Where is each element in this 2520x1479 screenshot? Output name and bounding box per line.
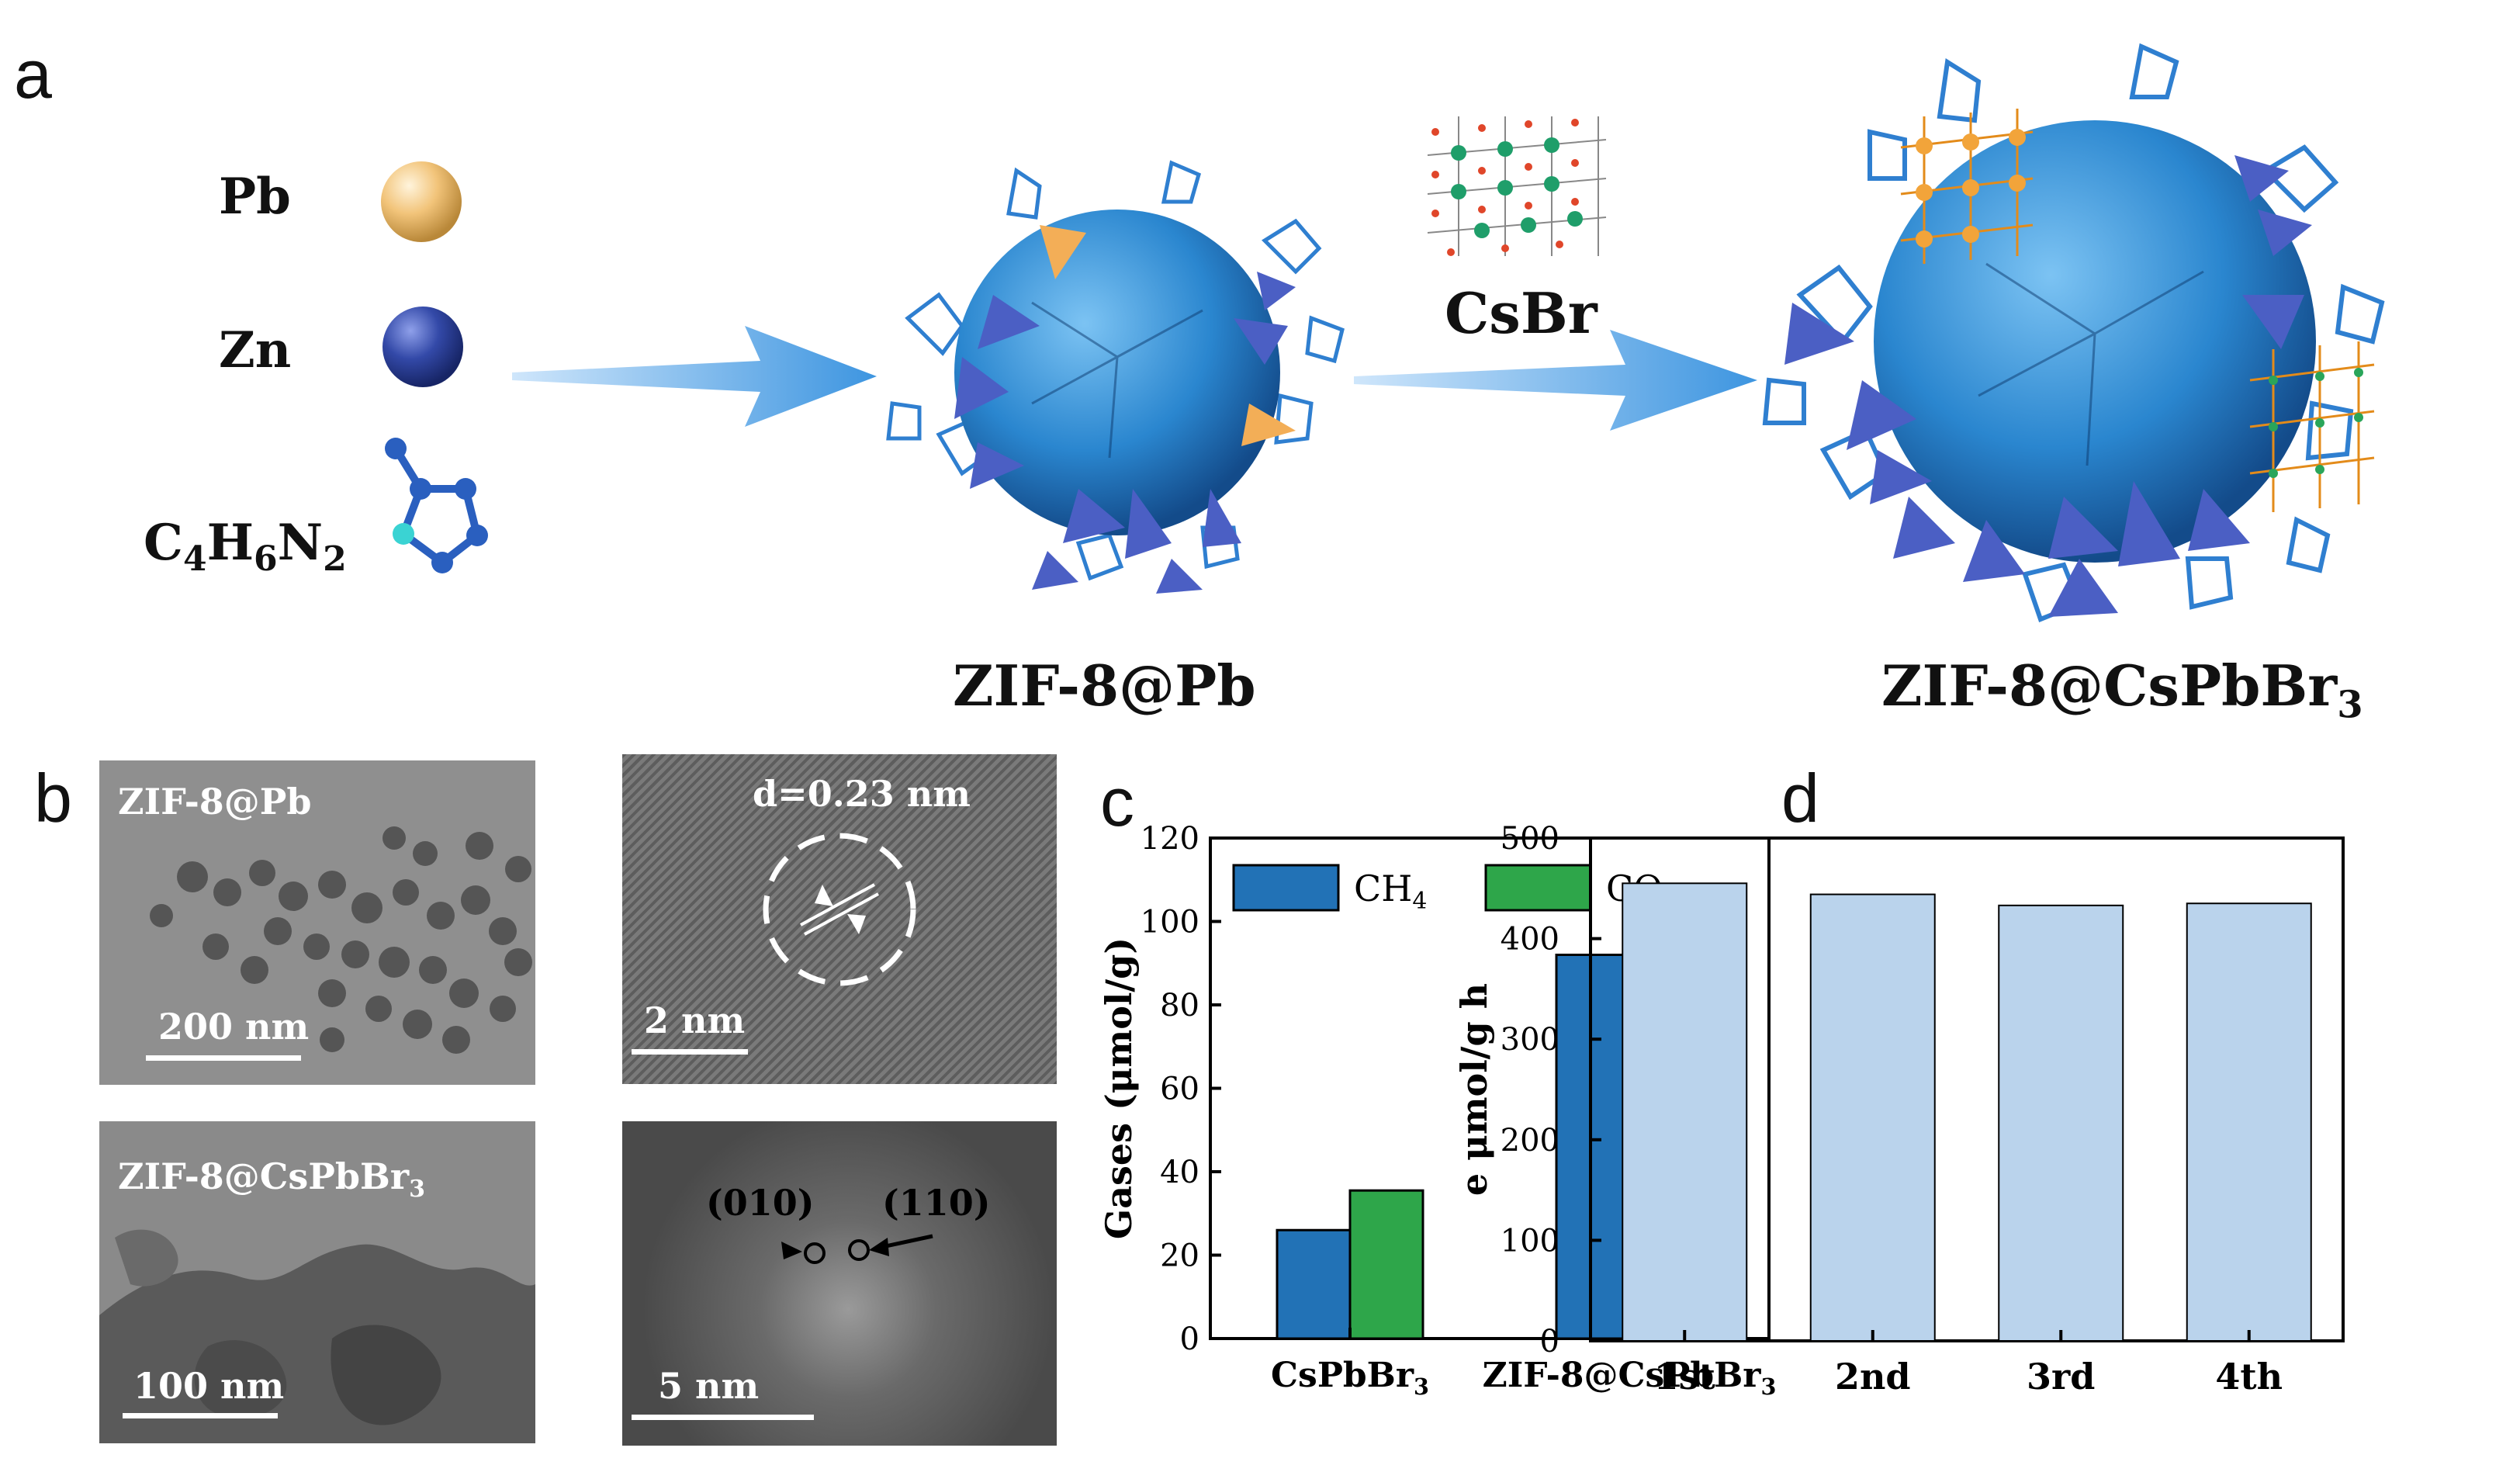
tem2-scale-bar	[632, 1049, 748, 1055]
x-tick-label-1: ZIF-8@CsPbBr3	[1483, 1356, 1777, 1400]
hrtem-image-lattice: d=0.23 nm 2 nm	[622, 754, 1057, 1084]
plot-frame	[1589, 836, 2345, 1342]
y-tick-label: 400	[1501, 922, 1559, 958]
zif8-pb-particle-illustration	[886, 160, 1345, 594]
bar-3rd	[1998, 904, 2124, 1342]
x-tick-label-2nd: 2nd	[1835, 1356, 1911, 1398]
fft-plane-110: (110)	[882, 1182, 991, 1224]
y-tick-label: 300	[1501, 1022, 1559, 1058]
legend-label-ch4: CH4	[1354, 868, 1427, 915]
bar-1st	[1622, 882, 1748, 1342]
zif8-pb-caption: ZIF-8@Pb	[953, 653, 1256, 719]
y-tick-label: 0	[1180, 1321, 1199, 1357]
reagent-imidazole-label: C4H6N2	[144, 514, 347, 579]
zif8-cspbbr3-particle-illustration	[1762, 43, 2385, 622]
bar-co-0	[1348, 1189, 1424, 1340]
reaction-arrow-1	[512, 326, 877, 427]
csbr-label: CsBr	[1445, 280, 1598, 346]
panel-d-label: d	[1781, 760, 1819, 836]
fft-image: (010) (110) 5 nm	[622, 1121, 1057, 1446]
fft-plane-010: (010)	[706, 1182, 815, 1224]
reagent-zn-label: Zn	[219, 321, 292, 379]
bar-4th	[2186, 902, 2312, 1342]
tem-image-zif8-pb: ZIF-8@Pb 200 nm	[99, 760, 535, 1085]
legend-swatch-ch4	[1232, 864, 1340, 912]
bar-ch4-0	[1276, 1228, 1352, 1340]
zn-sphere-icon	[382, 307, 463, 387]
csbr-lattice-illustration	[1427, 116, 1607, 256]
tem3-scale-bar	[123, 1413, 278, 1418]
plot-area: 1st 2nd 3rd 4th	[1589, 836, 2345, 1398]
y-tick-label: 80	[1160, 988, 1199, 1024]
y-tick-label: 20	[1160, 1238, 1199, 1274]
reaction-arrow-2	[1354, 330, 1757, 431]
y-axis-label: e μmol/g h	[1453, 983, 1495, 1196]
x-tick-label-1st: 1st	[1654, 1356, 1716, 1398]
bar-ch4-1	[1555, 954, 1631, 1340]
imidazole-molecule-icon	[385, 438, 488, 573]
tem3-title: ZIF-8@CsPbBr3	[118, 1155, 426, 1204]
y-tick-label: 100	[1501, 1223, 1559, 1259]
y-tick-label: 500	[1501, 823, 1559, 857]
tem4-scale-text: 5 nm	[658, 1365, 760, 1407]
y-tick-label: 100	[1141, 905, 1199, 940]
panel-a-label: a	[14, 36, 52, 113]
tem1-title: ZIF-8@Pb	[118, 781, 312, 823]
tem3-scale-text: 100 nm	[133, 1365, 285, 1407]
x-tick-label-4th: 4th	[2215, 1356, 2283, 1398]
y-tick-label: 0	[1540, 1324, 1559, 1360]
zif8-cspbbr3-caption: ZIF-8@CsPbBr3	[1881, 653, 2363, 727]
tem-image-zif8-cspbbr3: ZIF-8@CsPbBr3 100 nm	[99, 1121, 535, 1443]
y-tick-label: 60	[1160, 1072, 1199, 1107]
tem2-scale-text: 2 nm	[644, 999, 746, 1041]
reagent-pb-label: Pb	[219, 168, 291, 226]
y-tick-label: 40	[1160, 1155, 1199, 1190]
hrtem-d-spacing: d=0.23 nm	[753, 773, 971, 815]
y-tick-label: 200	[1501, 1123, 1559, 1159]
electron-yield-bar-chart: 1st 2nd 3rd 4th 0 100 200 300 400 500 e μmol/g h	[1453, 823, 2345, 1398]
panel-c-label: c	[1100, 764, 1134, 840]
y-axis-label: Gases (μmol/g)	[1098, 937, 1140, 1239]
x-tick-label-3rd: 3rd	[2027, 1356, 2095, 1398]
panel-b-label: b	[34, 760, 72, 836]
pb-sphere-icon	[381, 161, 462, 242]
bar-2nd	[1809, 893, 1936, 1342]
tem1-scale-text: 200 nm	[158, 1006, 310, 1048]
x-tick-label-0: CsPbBr3	[1271, 1356, 1429, 1400]
tem1-scale-bar	[146, 1055, 301, 1061]
tem4-scale-bar	[632, 1415, 814, 1420]
y-tick-label: 120	[1141, 823, 1199, 857]
